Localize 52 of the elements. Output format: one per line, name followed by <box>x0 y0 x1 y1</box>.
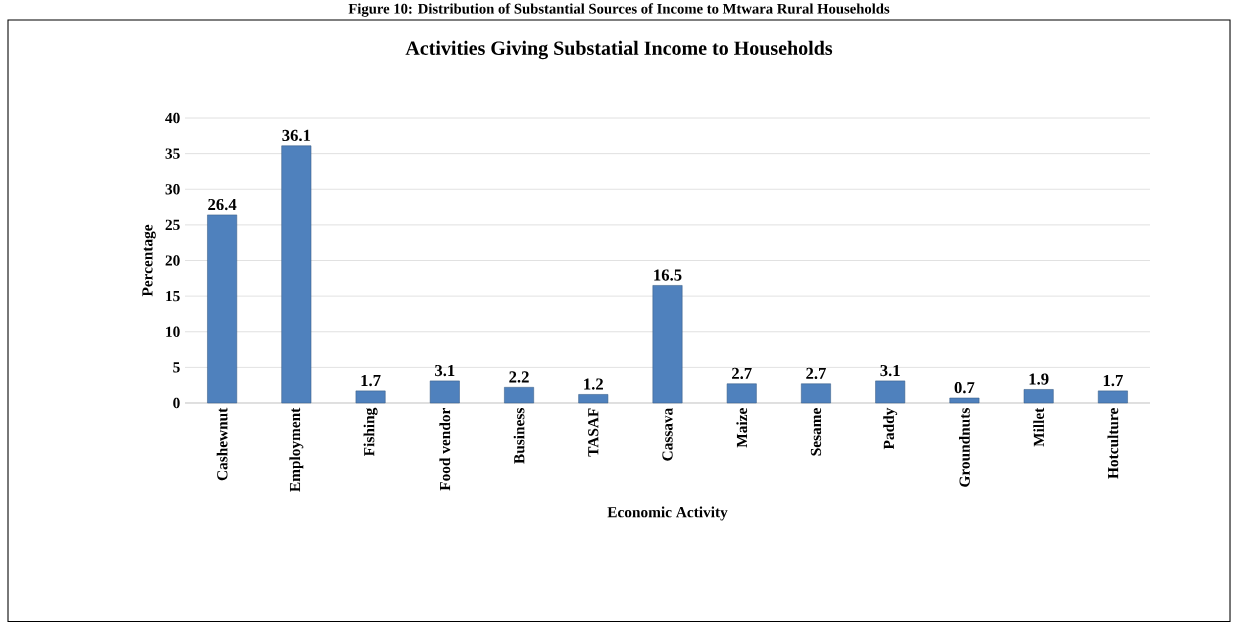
x-tick-label: Paddy <box>883 407 898 450</box>
caption: Figure 10: Distribution of Substantial Sources of Income to Mtwara Rural Households <box>348 3 890 17</box>
bar <box>207 214 238 404</box>
x-tick-label: TASAF <box>588 408 599 457</box>
y-tick-label: 25 <box>165 219 180 231</box>
x-tick-label: Cassava <box>662 407 673 461</box>
data-label: 2.2 <box>509 371 529 383</box>
data-label: 36.1 <box>282 129 311 142</box>
y-tick-label: 20 <box>165 255 180 266</box>
bar <box>726 383 757 404</box>
data-label: 2.7 <box>806 367 826 380</box>
y-axis-title: Percentage <box>142 224 156 297</box>
x-tick-label: Maize <box>736 408 748 448</box>
x-tick-label: Business <box>513 408 525 464</box>
data-label: 0.7 <box>954 381 975 394</box>
x-tick-label: Sesame <box>810 408 822 456</box>
bar <box>281 145 312 404</box>
data-label: 3.1 <box>880 364 900 377</box>
data-label: 1.9 <box>1029 373 1049 385</box>
y-tick-label: 5 <box>173 362 180 373</box>
x-tick-label: Food vendor <box>439 408 451 491</box>
bar <box>652 285 683 404</box>
x-tick-label: Hotculture <box>1107 408 1119 479</box>
chart-title: Activities Giving Substatial Income to Households <box>405 40 833 60</box>
y-tick-label: 30 <box>165 184 180 195</box>
bar <box>949 397 980 404</box>
bar <box>578 394 609 404</box>
bar <box>1097 390 1128 404</box>
data-label: 1.2 <box>584 378 603 390</box>
bar <box>429 380 460 404</box>
data-label: 3.1 <box>435 364 455 377</box>
x-tick-label: Groundnuts <box>959 408 970 487</box>
data-label: 2.7 <box>732 367 752 380</box>
bar <box>355 390 386 404</box>
data-label: 26.4 <box>208 198 237 211</box>
y-tick-label: 10 <box>166 326 180 337</box>
x-axis-title: Economic Activity <box>607 506 728 521</box>
bar <box>504 387 534 404</box>
data-label: 1.7 <box>361 374 381 387</box>
x-tick-label: Fishing <box>363 407 378 457</box>
bar <box>1023 389 1054 404</box>
data-label: 16.5 <box>654 269 682 281</box>
x-tick-label: Millet <box>1033 407 1045 447</box>
y-tick-label: 35 <box>165 148 180 159</box>
bar <box>801 383 831 404</box>
y-tick-label: 15 <box>166 290 180 302</box>
y-tick-label: 40 <box>165 112 180 124</box>
bar <box>875 380 906 404</box>
y-tick-label: 0 <box>173 397 180 409</box>
data-label: 1.7 <box>1103 374 1123 387</box>
x-tick-label: Employment <box>289 407 304 492</box>
x-tick-label: Cashewnut <box>216 407 228 481</box>
